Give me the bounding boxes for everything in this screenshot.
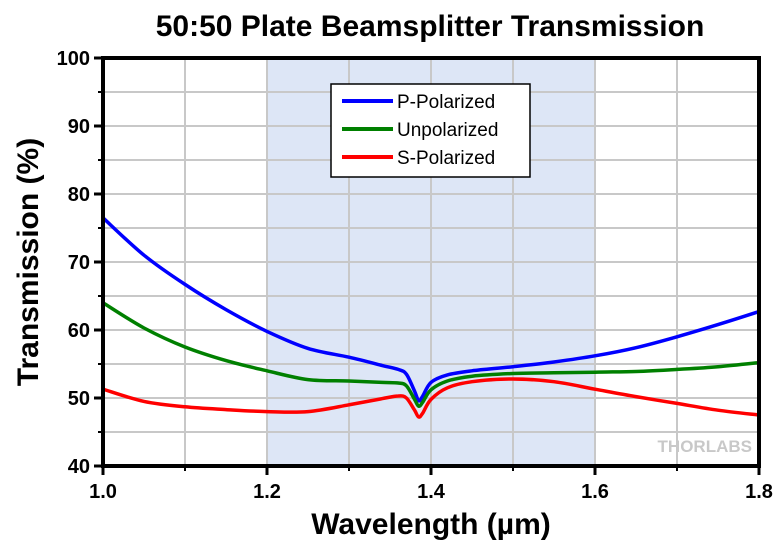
axes — [94, 56, 761, 475]
y-tick-label: 90 — [68, 116, 90, 138]
y-tick-label: 40 — [68, 456, 90, 478]
legend-label: Unpolarized — [397, 120, 498, 141]
legend-label: S-Polarized — [397, 148, 495, 169]
x-tick-label: 1.4 — [417, 481, 446, 503]
x-axis-label: Wavelength (µm) — [311, 508, 551, 541]
y-tick-label: 60 — [68, 320, 90, 342]
x-tick-label: 1.0 — [89, 481, 117, 503]
series-line-unpolarized — [102, 301, 760, 408]
grid-lines — [103, 58, 759, 466]
y-axis-label: Transmission (%) — [12, 138, 45, 386]
y-tick-label: 50 — [68, 388, 90, 410]
series-line-s-polarized — [102, 377, 760, 419]
y-tick-label: 80 — [68, 184, 90, 206]
x-tick-label: 1.8 — [745, 481, 773, 503]
x-tick-label: 1.2 — [253, 481, 281, 503]
y-tick-labels: 40 50 60 70 80 90 100 — [57, 48, 90, 478]
series-lines — [101, 216, 760, 419]
series-line-p-polarized — [101, 216, 760, 403]
legend-label: P-Polarized — [397, 92, 495, 113]
x-tick-labels: 1.0 1.2 1.4 1.6 1.8 — [89, 481, 773, 503]
chart-title: 50:50 Plate Beamsplitter Transmission — [156, 10, 705, 43]
thorlabs-watermark: THORLABS — [658, 437, 752, 456]
x-tick-label: 1.6 — [581, 481, 609, 503]
y-tick-label: 100 — [57, 48, 90, 70]
legend: P-Polarized Unpolarized S-Polarized — [330, 83, 531, 178]
y-tick-label: 70 — [68, 252, 90, 274]
